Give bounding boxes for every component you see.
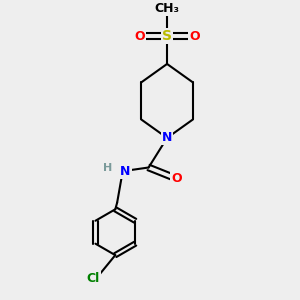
Text: Cl: Cl — [86, 272, 100, 285]
Text: O: O — [134, 30, 145, 43]
Text: O: O — [190, 30, 200, 43]
Text: N: N — [162, 131, 172, 144]
Text: O: O — [171, 172, 181, 185]
Text: S: S — [162, 29, 172, 43]
Text: N: N — [120, 165, 131, 178]
Text: H: H — [103, 164, 112, 173]
Text: CH₃: CH₃ — [154, 2, 180, 15]
